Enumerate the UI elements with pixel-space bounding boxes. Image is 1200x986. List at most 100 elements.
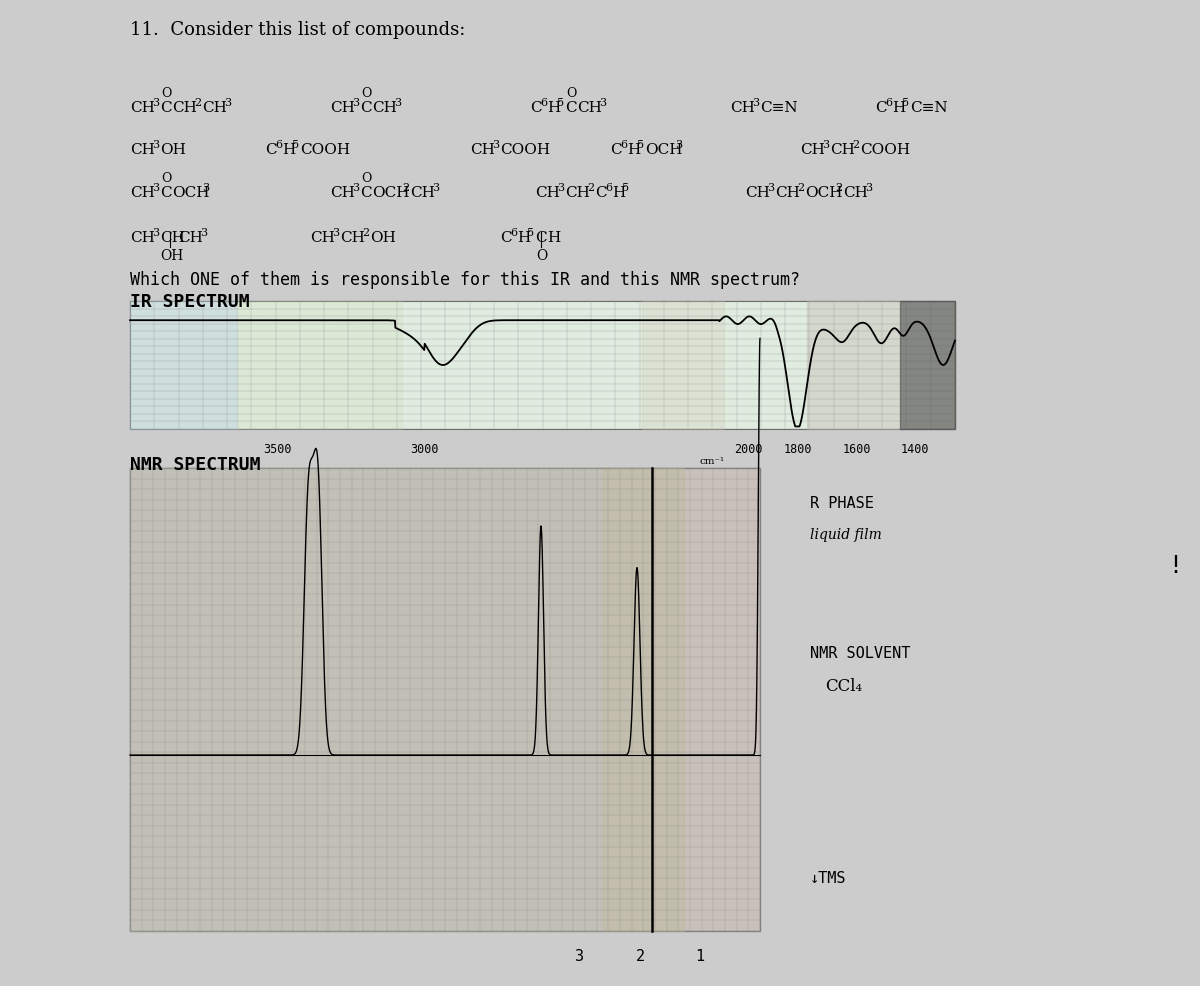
Text: 6: 6: [275, 140, 282, 150]
Text: 1800: 1800: [784, 443, 811, 456]
Text: O: O: [361, 87, 371, 100]
Text: CH: CH: [470, 143, 494, 157]
Text: 5: 5: [292, 140, 299, 150]
Text: C: C: [500, 231, 511, 245]
Text: 1400: 1400: [901, 443, 930, 456]
Text: COOH: COOH: [860, 143, 910, 157]
Text: NMR SOLVENT: NMR SOLVENT: [810, 646, 911, 661]
Text: 2: 2: [194, 98, 202, 108]
Text: 3: 3: [865, 183, 872, 193]
Text: 3: 3: [599, 98, 606, 108]
Text: C≡N: C≡N: [910, 101, 948, 115]
Text: CH: CH: [130, 143, 155, 157]
Text: 5: 5: [527, 228, 534, 238]
Text: OCH: OCH: [372, 186, 409, 200]
Text: O: O: [161, 87, 172, 100]
Text: 2: 2: [852, 140, 859, 150]
Text: 6: 6: [540, 98, 547, 108]
Text: NMR SPECTRUM: NMR SPECTRUM: [130, 456, 260, 474]
Text: CH: CH: [372, 101, 397, 115]
Text: CH: CH: [745, 186, 770, 200]
Text: 5: 5: [557, 98, 564, 108]
Text: C: C: [160, 101, 172, 115]
Text: OH: OH: [370, 231, 396, 245]
Text: 3: 3: [576, 949, 584, 964]
Text: CH: CH: [160, 231, 185, 245]
Text: 3: 3: [152, 228, 160, 238]
Bar: [130, 301, 238, 429]
Text: 2000: 2000: [734, 443, 763, 456]
Bar: [238, 301, 402, 429]
Bar: [642, 301, 724, 429]
Text: H: H: [612, 186, 625, 200]
Text: C: C: [595, 186, 607, 200]
Text: COOH: COOH: [500, 143, 550, 157]
Text: 3: 3: [557, 183, 564, 193]
Text: CH: CH: [830, 143, 854, 157]
Text: 5: 5: [637, 140, 644, 150]
Text: CH: CH: [130, 101, 155, 115]
Text: 3: 3: [432, 183, 439, 193]
Text: ↓TMS: ↓TMS: [810, 871, 846, 886]
Text: C≡N: C≡N: [760, 101, 798, 115]
Bar: [806, 301, 955, 429]
Bar: [130, 301, 955, 429]
Text: H: H: [892, 101, 905, 115]
Text: 3500: 3500: [263, 443, 292, 456]
Text: CH: CH: [202, 101, 227, 115]
Text: C: C: [265, 143, 277, 157]
Text: 3000: 3000: [410, 443, 439, 456]
Text: OH: OH: [160, 143, 186, 157]
Text: 6: 6: [605, 183, 612, 193]
Text: CH: CH: [330, 101, 355, 115]
Text: CH: CH: [410, 186, 434, 200]
Text: CH: CH: [178, 231, 203, 245]
Text: 6: 6: [620, 140, 628, 150]
Text: 3: 3: [674, 140, 682, 150]
Text: !: !: [1170, 554, 1180, 578]
Text: 3: 3: [152, 183, 160, 193]
Text: 3: 3: [352, 98, 359, 108]
Text: 11.  Consider this list of compounds:: 11. Consider this list of compounds:: [130, 21, 466, 39]
Text: 2: 2: [402, 183, 409, 193]
Text: H: H: [547, 231, 560, 245]
Text: 6: 6: [886, 98, 892, 108]
Text: 3: 3: [152, 98, 160, 108]
Text: 3: 3: [332, 228, 340, 238]
Text: 3: 3: [200, 228, 208, 238]
Text: CH: CH: [130, 186, 155, 200]
Text: O: O: [361, 172, 371, 185]
Text: COOH: COOH: [300, 143, 350, 157]
Text: CH: CH: [730, 101, 755, 115]
Text: 2: 2: [835, 183, 842, 193]
Text: CH: CH: [330, 186, 355, 200]
Bar: [900, 301, 955, 429]
Bar: [130, 468, 684, 931]
Text: 5: 5: [902, 98, 910, 108]
Text: 1: 1: [696, 949, 704, 964]
Text: CH: CH: [565, 186, 590, 200]
Text: CH: CH: [172, 101, 197, 115]
Text: OCH: OCH: [172, 186, 210, 200]
Text: CCl₄: CCl₄: [826, 678, 862, 695]
Text: 5: 5: [622, 183, 629, 193]
Text: C: C: [160, 186, 172, 200]
Text: CH: CH: [310, 231, 335, 245]
Text: C: C: [610, 143, 622, 157]
Text: 2: 2: [797, 183, 804, 193]
Text: CH: CH: [340, 231, 365, 245]
Text: 6: 6: [510, 228, 517, 238]
Text: C: C: [530, 101, 541, 115]
Text: CH: CH: [535, 186, 560, 200]
Text: OCH: OCH: [646, 143, 683, 157]
Text: 3: 3: [752, 98, 760, 108]
Text: H: H: [282, 143, 295, 157]
Text: O: O: [161, 172, 172, 185]
Bar: [130, 468, 760, 931]
Text: CH: CH: [775, 186, 800, 200]
Text: H: H: [547, 101, 560, 115]
Text: C: C: [565, 101, 577, 115]
Text: 3: 3: [767, 183, 774, 193]
Text: Which ONE of them is responsible for this IR and this NMR spectrum?: Which ONE of them is responsible for thi…: [130, 271, 800, 289]
Text: R PHASE: R PHASE: [810, 496, 874, 511]
